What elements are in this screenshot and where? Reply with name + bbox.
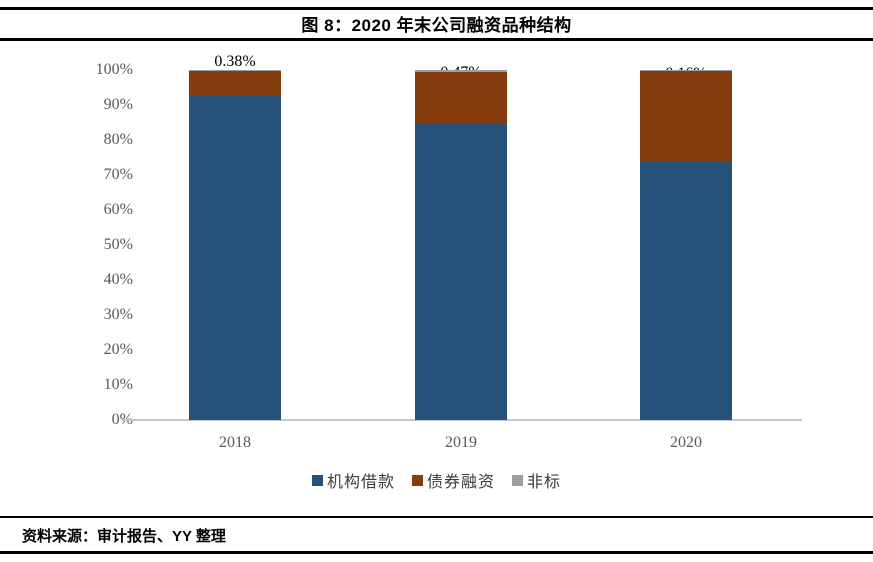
- stacked-bar-2018: [189, 70, 281, 420]
- source-note: 资料来源：审计报告、YY 整理: [22, 528, 226, 545]
- y-axis-tick-label: 80%: [103, 131, 133, 148]
- y-axis-tick-label: 90%: [103, 96, 133, 113]
- x-axis-label-2018: 2018: [219, 434, 251, 451]
- y-axis-tick-label: 60%: [103, 201, 133, 218]
- x-axis-label-2020: 2020: [670, 434, 702, 451]
- top-rule: [0, 7, 873, 10]
- legend-label: 非标: [527, 474, 562, 491]
- chart-legend: 机构借款 债券融资 非标: [0, 468, 873, 492]
- footer-bottom-rule: [0, 551, 873, 554]
- y-axis-tick-label: 50%: [103, 236, 133, 253]
- title-divider-rule: [0, 38, 873, 41]
- legend-swatch-icon: [411, 474, 423, 486]
- legend-swatch-icon: [512, 474, 523, 486]
- y-axis-tick-label: 100%: [95, 61, 133, 78]
- bar-segment-非标: [189, 70, 281, 72]
- x-axis-label-2019: 2019: [445, 434, 477, 451]
- legend-item-机构借款: 机构借款: [311, 468, 395, 492]
- data-label-非标-2018: 0.38%: [214, 53, 256, 70]
- bar-segment-债券融资: [640, 70, 732, 162]
- footer-top-rule: [0, 516, 873, 518]
- y-axis-tick-label: 30%: [103, 306, 133, 323]
- stacked-bar-2020: [640, 70, 732, 420]
- y-axis-tick-label: 20%: [103, 341, 133, 358]
- y-axis-tick-label: 70%: [103, 166, 133, 183]
- bar-segment-债券融资: [415, 71, 507, 124]
- legend-label: 债券融资: [426, 474, 495, 491]
- bar-segment-非标: [640, 70, 732, 71]
- bar-segment-机构借款: [640, 161, 732, 420]
- bar-segment-机构借款: [415, 123, 507, 420]
- x-axis-line: [122, 419, 802, 421]
- y-axis-tick-label: 40%: [103, 271, 133, 288]
- figure-title: 图 8：2020 年末公司融资品种结构: [301, 16, 572, 35]
- y-axis-tick-label: 10%: [103, 376, 133, 393]
- legend-swatch-icon: [311, 474, 323, 486]
- legend-label: 机构借款: [326, 474, 395, 491]
- stacked-bar-2019: [415, 70, 507, 420]
- legend-item-非标: 非标: [512, 468, 561, 492]
- legend-item-债券融资: 债券融资: [411, 468, 495, 492]
- bar-segment-机构借款: [189, 95, 281, 420]
- bar-segment-债券融资: [189, 71, 281, 96]
- bar-segment-非标: [415, 70, 507, 72]
